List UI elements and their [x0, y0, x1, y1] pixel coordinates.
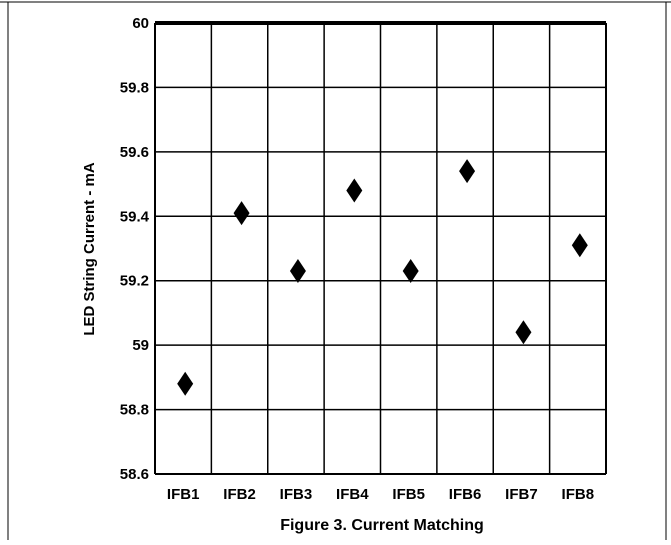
y-tick-label: 59: [132, 337, 149, 354]
y-tick-label: 58.8: [120, 402, 149, 419]
x-tick-label: IFB2: [223, 486, 256, 503]
figure-caption: Figure 3. Current Matching: [280, 517, 484, 534]
y-axis-label: LED String Current - mA: [81, 162, 98, 336]
data-point-diamond: [233, 201, 250, 226]
grid: [155, 22, 606, 475]
y-tick-label: 58.6: [120, 466, 149, 483]
x-tick-label: IFB1: [167, 486, 200, 503]
x-tick-label: IFB6: [449, 486, 482, 503]
data-point-diamond: [177, 371, 194, 396]
data-point-diamond: [571, 233, 588, 258]
y-tick-label: 59.8: [120, 79, 149, 96]
data-point-diamond: [289, 259, 306, 284]
y-tick-label: 59.6: [120, 144, 149, 161]
data-point-diamond: [459, 159, 476, 184]
x-tick-label: IFB8: [562, 486, 595, 503]
x-tick-label: IFB4: [336, 486, 369, 503]
x-tick-label: IFB5: [392, 486, 425, 503]
y-tick-labels: 58.6 58.8 59 59.2 59.4 59.6 59.8 60: [120, 15, 150, 483]
x-tick-label: IFB3: [280, 486, 313, 503]
data-point-diamond: [402, 259, 419, 284]
y-tick-label: 60: [132, 15, 149, 32]
x-tick-labels: IFB1 IFB2 IFB3 IFB4 IFB5 IFB6 IFB7 IFB8: [167, 486, 594, 503]
x-tick-label: IFB7: [505, 486, 538, 503]
y-tick-label: 59.2: [120, 273, 149, 290]
data-point-diamond: [346, 178, 363, 203]
plot-border: [154, 21, 607, 475]
data-points: [177, 159, 588, 396]
data-point-diamond: [515, 320, 532, 345]
y-tick-label: 59.4: [120, 208, 150, 225]
